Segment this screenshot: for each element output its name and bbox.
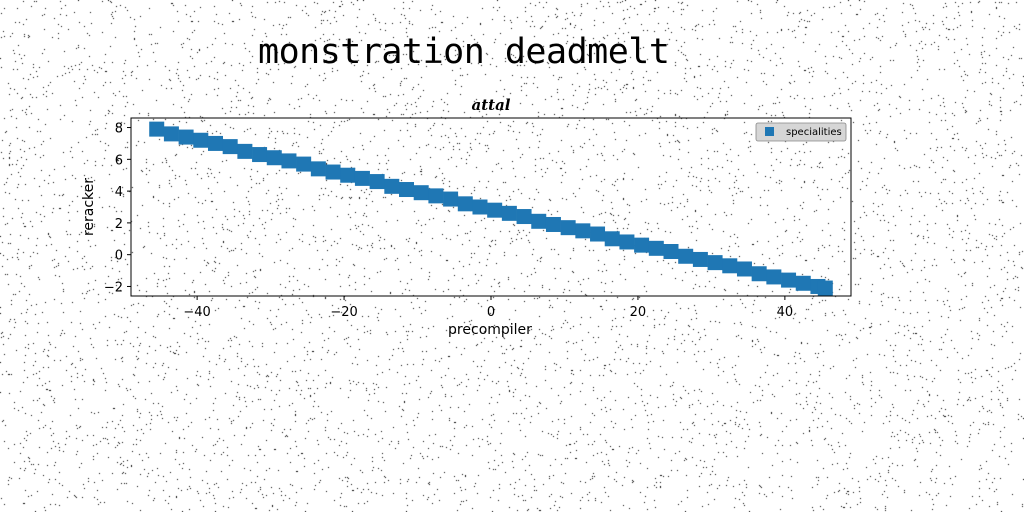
legend-marker [765,127,774,136]
data-point [237,143,253,159]
data-point [428,188,444,204]
data-point [795,275,811,291]
plot-frame [130,117,852,297]
x-tick-label: −20 [330,305,357,320]
x-tick-label: 40 [777,305,794,320]
data-point [604,231,620,247]
data-point [413,185,429,201]
data-point [560,220,576,236]
data-point [487,202,503,218]
data-points [149,121,833,296]
data-point [575,223,591,239]
data-point [781,272,797,288]
data-point [817,280,833,296]
data-point [399,182,415,198]
data-point [766,269,782,285]
data-point [545,216,561,232]
data-point [619,234,635,250]
data-point [281,153,297,169]
data-point [751,266,767,282]
data-point [340,167,356,183]
y-tick-label: 6 [115,153,123,168]
y-tick-label: 8 [115,122,123,137]
data-point [443,191,459,207]
data-point [193,132,209,148]
y-axis-label: reracker [81,178,97,236]
data-point [354,170,370,186]
chart-title: attal [472,96,511,114]
data-point [707,255,723,271]
data-point [207,135,223,151]
data-point [296,156,312,172]
y-ticks: −2 0 2 4 6 8 [104,122,131,295]
legend-label: specialities [786,127,842,138]
data-point [149,121,165,137]
data-point [325,164,341,180]
data-point [163,126,179,142]
x-tick-label: 0 [487,305,495,320]
data-point [457,196,473,212]
data-point [252,147,268,163]
data-point [178,129,194,145]
x-axis-label: precompiler [448,322,532,338]
data-point [310,161,326,177]
data-point [590,226,606,242]
y-tick-label: 2 [115,217,123,232]
data-point [663,244,679,259]
figure-suptitle: monstration deadmelt [258,32,670,72]
data-point [501,205,517,221]
legend: specialities [755,122,847,142]
data-point [736,261,752,277]
data-point [678,248,694,264]
data-point [516,209,532,225]
data-point [369,174,385,190]
legend-box [755,122,847,142]
data-point [266,150,282,166]
data-point [648,240,664,256]
data-point [531,213,547,229]
data-point [722,258,738,274]
data-point [692,251,708,267]
data-point [634,237,650,253]
x-tick-label: 20 [630,305,647,320]
data-point [384,178,400,194]
y-tick-label: 4 [115,185,123,200]
data-point [222,139,238,155]
x-tick-label: −40 [183,305,210,320]
x-ticks: −40 −20 0 20 40 [183,296,793,320]
y-tick-label: −2 [104,280,123,295]
y-tick-label: 0 [115,249,123,264]
data-point [472,199,488,215]
